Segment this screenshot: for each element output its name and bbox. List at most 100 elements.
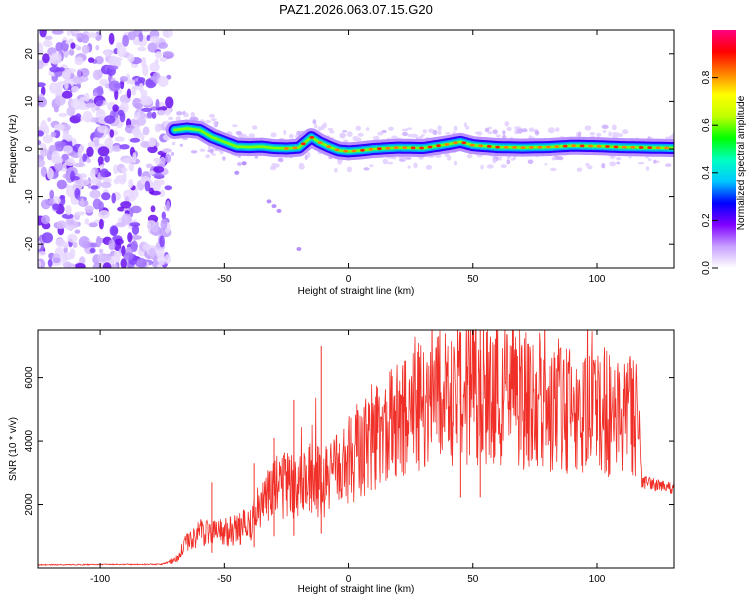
ridge-peak (469, 143, 475, 147)
scatter-blob (544, 163, 548, 166)
noise-blob (62, 251, 74, 261)
outlier-blob (234, 170, 240, 175)
noise-blob (127, 79, 136, 85)
y-tick-label: 10 (24, 95, 35, 107)
ridge-peak (562, 144, 568, 148)
noise-blob (95, 44, 100, 51)
ridge-peak (529, 146, 534, 149)
noise-blob (65, 204, 72, 216)
scatter-blob (514, 126, 521, 130)
ridge-peak (520, 146, 526, 150)
snr-line (38, 330, 674, 566)
snr-marks (38, 330, 674, 566)
scatter-blob (299, 162, 304, 166)
noise-blob (79, 144, 85, 152)
y-tick-label: 20 (24, 48, 35, 60)
noise-blob (59, 67, 65, 72)
noise-blob (97, 156, 104, 165)
scatter-blob (207, 149, 214, 153)
noise-blob (153, 157, 162, 163)
noise-blob (74, 56, 84, 66)
noise-blob (149, 36, 161, 43)
noise-blob (70, 176, 80, 181)
ridge-peak (537, 145, 543, 149)
scatter-blob (616, 161, 620, 165)
scatter-blob (486, 164, 494, 169)
noise-blob (53, 123, 65, 131)
noise-blob (165, 96, 174, 109)
scatter-blob (653, 159, 657, 164)
noise-blob (144, 180, 151, 192)
noise-blob (142, 243, 152, 251)
noise-blob (98, 210, 110, 219)
scatter-blob (502, 130, 506, 135)
noise-blob (89, 189, 101, 199)
scatter-blob (492, 129, 498, 135)
ridge-peak (613, 145, 619, 149)
noise-blob (119, 144, 130, 150)
noise-blob (40, 199, 51, 210)
scatter-blob (576, 167, 583, 172)
x-tick-label: 0 (346, 274, 352, 285)
noise-blob (109, 129, 115, 138)
scatter-blob (183, 112, 189, 118)
scatter-blob (190, 150, 198, 154)
scatter-blob (609, 161, 617, 167)
scatter-blob (288, 133, 294, 139)
noise-blob (38, 250, 46, 256)
noise-blob (157, 76, 169, 87)
ridge-peak (596, 144, 602, 148)
noise-blob (147, 220, 156, 226)
noise-blob (38, 140, 42, 146)
noise-blob (74, 263, 86, 268)
noise-blob (89, 180, 99, 185)
scatter-blob (648, 158, 652, 162)
noise-blob (40, 148, 49, 157)
scatter-blob (170, 151, 175, 156)
scatter-blob (521, 128, 528, 133)
ridge-peak (655, 146, 661, 150)
scatter-blob (232, 124, 238, 128)
noise-blob (88, 222, 98, 228)
noise-blob (137, 167, 142, 177)
scatter-blob (317, 126, 322, 132)
noise-blob (150, 222, 159, 233)
x-tick-label: 100 (589, 274, 606, 285)
scatter-blob (208, 144, 211, 151)
noise-blob (72, 30, 80, 34)
noise-blob (145, 163, 153, 168)
y-tick-label: -20 (24, 237, 35, 252)
noise-blob (50, 52, 62, 65)
scatter-blob (453, 160, 458, 166)
scatter-blob (355, 125, 362, 131)
noise-blob (74, 229, 81, 234)
noise-blob (65, 223, 75, 231)
snr-y-label: SNR (10 * v/v) (8, 417, 19, 481)
noise-blob (142, 64, 149, 76)
x-tick-label: 0 (346, 574, 352, 585)
noise-blob (59, 194, 66, 200)
noise-blob (131, 127, 141, 136)
scatter-blob (176, 111, 183, 116)
noise-blob (155, 98, 160, 109)
noise-blob (39, 30, 47, 38)
noise-blob (112, 57, 123, 62)
noise-blob (111, 192, 116, 204)
noise-blob (146, 34, 151, 42)
y-tick-label: 4000 (24, 430, 35, 453)
noise-blob (56, 220, 67, 229)
scatter-blob (602, 130, 607, 133)
noise-blob (62, 241, 69, 249)
noise-blob (116, 42, 124, 47)
noise-blob (74, 187, 81, 200)
scatter-blob (190, 111, 195, 118)
noise-blob (84, 205, 94, 214)
ridge-peak (545, 145, 551, 149)
ridge-peak (300, 142, 306, 146)
outlier-blob (241, 161, 247, 166)
scatter-blob (506, 156, 510, 160)
noise-blob (128, 178, 134, 189)
noise-blob (38, 240, 42, 250)
scatter-blob (411, 133, 418, 138)
noise-blob (148, 170, 156, 175)
